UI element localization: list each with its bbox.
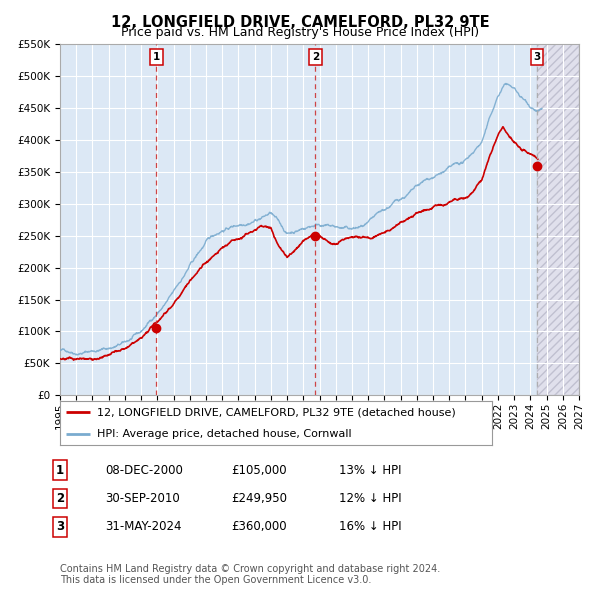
Text: 3: 3 <box>533 52 541 62</box>
Text: 1: 1 <box>153 52 160 62</box>
Text: £105,000: £105,000 <box>231 464 287 477</box>
Bar <box>537 44 579 395</box>
Text: 12, LONGFIELD DRIVE, CAMELFORD, PL32 9TE (detached house): 12, LONGFIELD DRIVE, CAMELFORD, PL32 9TE… <box>97 407 455 417</box>
Text: 1: 1 <box>56 464 64 477</box>
Text: 16% ↓ HPI: 16% ↓ HPI <box>339 520 401 533</box>
Text: 12, LONGFIELD DRIVE, CAMELFORD, PL32 9TE: 12, LONGFIELD DRIVE, CAMELFORD, PL32 9TE <box>110 15 490 30</box>
Text: £360,000: £360,000 <box>231 520 287 533</box>
Text: 2: 2 <box>312 52 319 62</box>
Text: 3: 3 <box>56 520 64 533</box>
Text: HPI: Average price, detached house, Cornwall: HPI: Average price, detached house, Corn… <box>97 430 352 440</box>
Text: 2: 2 <box>56 492 64 505</box>
Text: 12% ↓ HPI: 12% ↓ HPI <box>339 492 401 505</box>
Text: £249,950: £249,950 <box>231 492 287 505</box>
Text: 08-DEC-2000: 08-DEC-2000 <box>105 464 183 477</box>
Text: 31-MAY-2024: 31-MAY-2024 <box>105 520 182 533</box>
Text: 13% ↓ HPI: 13% ↓ HPI <box>339 464 401 477</box>
Text: Contains HM Land Registry data © Crown copyright and database right 2024.
This d: Contains HM Land Registry data © Crown c… <box>60 563 440 585</box>
Text: 30-SEP-2010: 30-SEP-2010 <box>105 492 180 505</box>
Text: Price paid vs. HM Land Registry's House Price Index (HPI): Price paid vs. HM Land Registry's House … <box>121 26 479 39</box>
